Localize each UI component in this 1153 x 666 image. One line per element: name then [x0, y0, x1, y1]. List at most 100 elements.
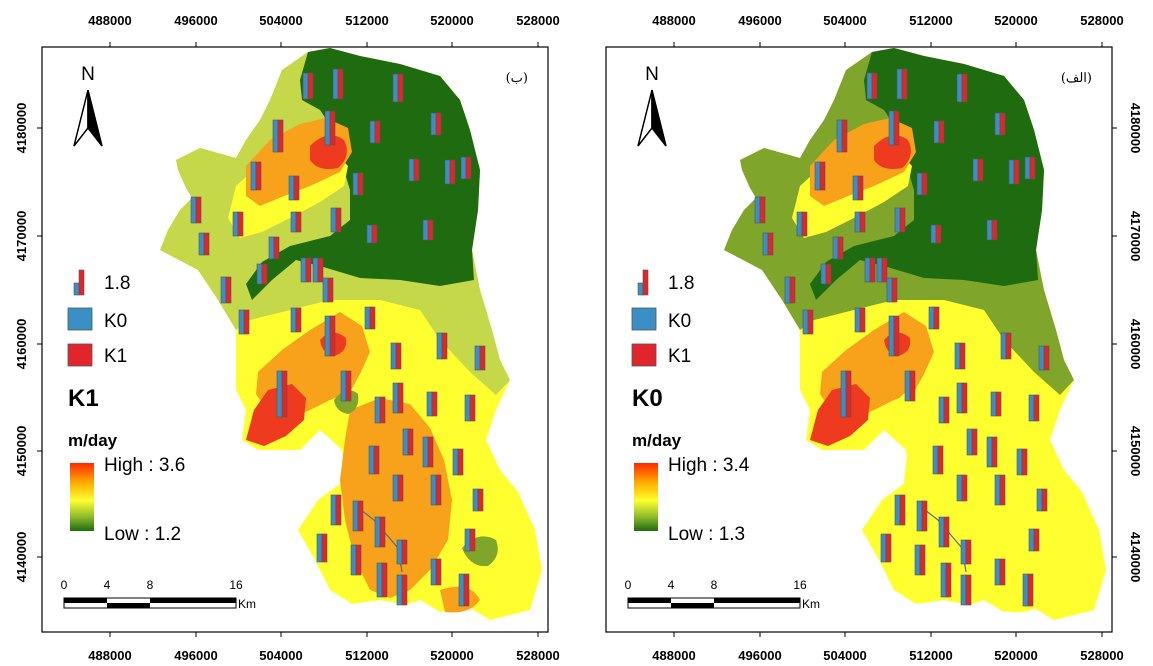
- k1-bar: [329, 315, 336, 357]
- k1-bar: [921, 172, 928, 196]
- x-tick-label-top: 488000: [652, 13, 695, 28]
- well-bar-symbol: [256, 263, 268, 285]
- k1-bar: [357, 172, 364, 196]
- k0-bar: [460, 156, 467, 180]
- x-tick-label-top: 488000: [88, 13, 131, 28]
- k0-bar: [430, 558, 437, 586]
- k1-bar: [1029, 156, 1036, 180]
- scale-tick-label: 0: [625, 578, 632, 592]
- k1-bar: [295, 307, 302, 333]
- k0-bar: [474, 345, 481, 371]
- k1-bar: [841, 119, 848, 153]
- well-bar-symbol: [330, 494, 342, 526]
- k0-bar: [1008, 159, 1015, 185]
- well-bar-symbol: [464, 528, 476, 552]
- well-bar-symbol: [938, 396, 950, 424]
- well-bar-symbol: [330, 207, 342, 233]
- k0-bar: [250, 161, 257, 191]
- well-bar-symbol: [994, 558, 1006, 586]
- k1-bar: [991, 219, 998, 241]
- k1-bar: [999, 558, 1006, 586]
- k0-bar: [472, 488, 479, 512]
- k1-bar: [379, 396, 386, 424]
- well-bar-symbol: [1000, 332, 1012, 360]
- k0-bar: [422, 436, 429, 468]
- map-panel-k0: 488000 488000 496000 496000 504000 504000 5120…: [605, 13, 1143, 663]
- k1-bar: [837, 236, 844, 260]
- k1-bar: [961, 474, 968, 502]
- k1-bar: [857, 175, 864, 201]
- x-tick-label-bottom: 488000: [652, 648, 695, 663]
- legend-k1-swatch: [631, 343, 657, 367]
- k1-bar: [374, 120, 381, 144]
- scale-tick-label: 0: [61, 578, 68, 592]
- k0-bar: [312, 257, 319, 283]
- well-bar-symbol: [1024, 156, 1036, 180]
- k0-bar: [458, 573, 465, 607]
- k0-bar: [894, 207, 901, 233]
- k0-bar: [916, 500, 923, 532]
- well-bar-symbol: [854, 211, 866, 233]
- well-bar-symbol: [374, 396, 386, 424]
- well-bar-symbol: [932, 445, 944, 475]
- scale-seg: [714, 598, 800, 603]
- well-bar-symbol: [796, 211, 808, 237]
- x-tick-label-bottom: 496000: [738, 648, 781, 663]
- legend-unit: m/day: [632, 431, 682, 450]
- y-tick-label: 4170000: [14, 211, 29, 262]
- scale-tick-label: 8: [147, 578, 154, 592]
- k0-bar: [322, 277, 329, 303]
- legend-k1-swatch: [67, 343, 93, 367]
- k1-bar: [825, 263, 832, 285]
- k1-bar: [463, 573, 470, 607]
- x-tick-label-bottom: 520000: [994, 648, 1037, 663]
- x-tick-label-top: 528000: [516, 13, 559, 28]
- k1-bar: [465, 156, 472, 180]
- legend-bar-scale-label: 1.8: [668, 273, 694, 294]
- k0-bar: [369, 120, 376, 144]
- well-bar-symbol: [784, 276, 796, 304]
- k0-bar: [960, 539, 967, 565]
- k0-bar: [364, 306, 371, 330]
- k0-bar: [832, 236, 839, 260]
- well-bar-symbol: [1038, 345, 1050, 371]
- k0-bar: [994, 558, 1001, 586]
- x-tick-label-top: 504000: [259, 13, 302, 28]
- k1-bar: [1005, 332, 1012, 360]
- k0-bar: [802, 309, 809, 335]
- x-tick-label-bottom: 528000: [1080, 648, 1123, 663]
- k1-bar: [1027, 573, 1034, 607]
- well-bar-symbol: [832, 236, 844, 260]
- well-bar-symbol: [916, 172, 928, 196]
- k0-bar: [368, 445, 375, 475]
- k1-bar: [937, 445, 944, 475]
- k0-bar: [986, 219, 993, 241]
- well-bar-symbol: [820, 263, 832, 285]
- k0-bar: [1000, 332, 1007, 360]
- k0-bar: [994, 112, 1001, 136]
- k0-bar: [1028, 528, 1035, 552]
- k0-bar: [866, 72, 873, 100]
- legend-k0-swatch: [67, 307, 93, 331]
- k0-bar: [408, 158, 415, 182]
- well-bar-symbol: [956, 73, 968, 103]
- x-tick-label-top: 512000: [909, 13, 952, 28]
- well-bar-symbol: [994, 112, 1006, 136]
- k1-bar: [469, 528, 476, 552]
- k0-bar: [956, 474, 963, 502]
- north-label: N: [81, 64, 95, 85]
- well-bar-symbol: [198, 232, 210, 256]
- well-bar-symbol: [836, 119, 848, 153]
- well-bar-symbol: [312, 257, 324, 283]
- k0-bar: [888, 110, 895, 146]
- well-bar-symbol: [288, 175, 300, 201]
- color-ramp: [70, 463, 94, 531]
- k0-bar: [402, 428, 409, 456]
- k1-bar: [961, 382, 968, 414]
- k1-bar: [273, 236, 280, 260]
- k1-bar: [321, 533, 328, 563]
- k0-bar: [288, 175, 295, 201]
- x-tick-label-top: 520000: [994, 13, 1037, 28]
- k1-bar: [893, 315, 900, 357]
